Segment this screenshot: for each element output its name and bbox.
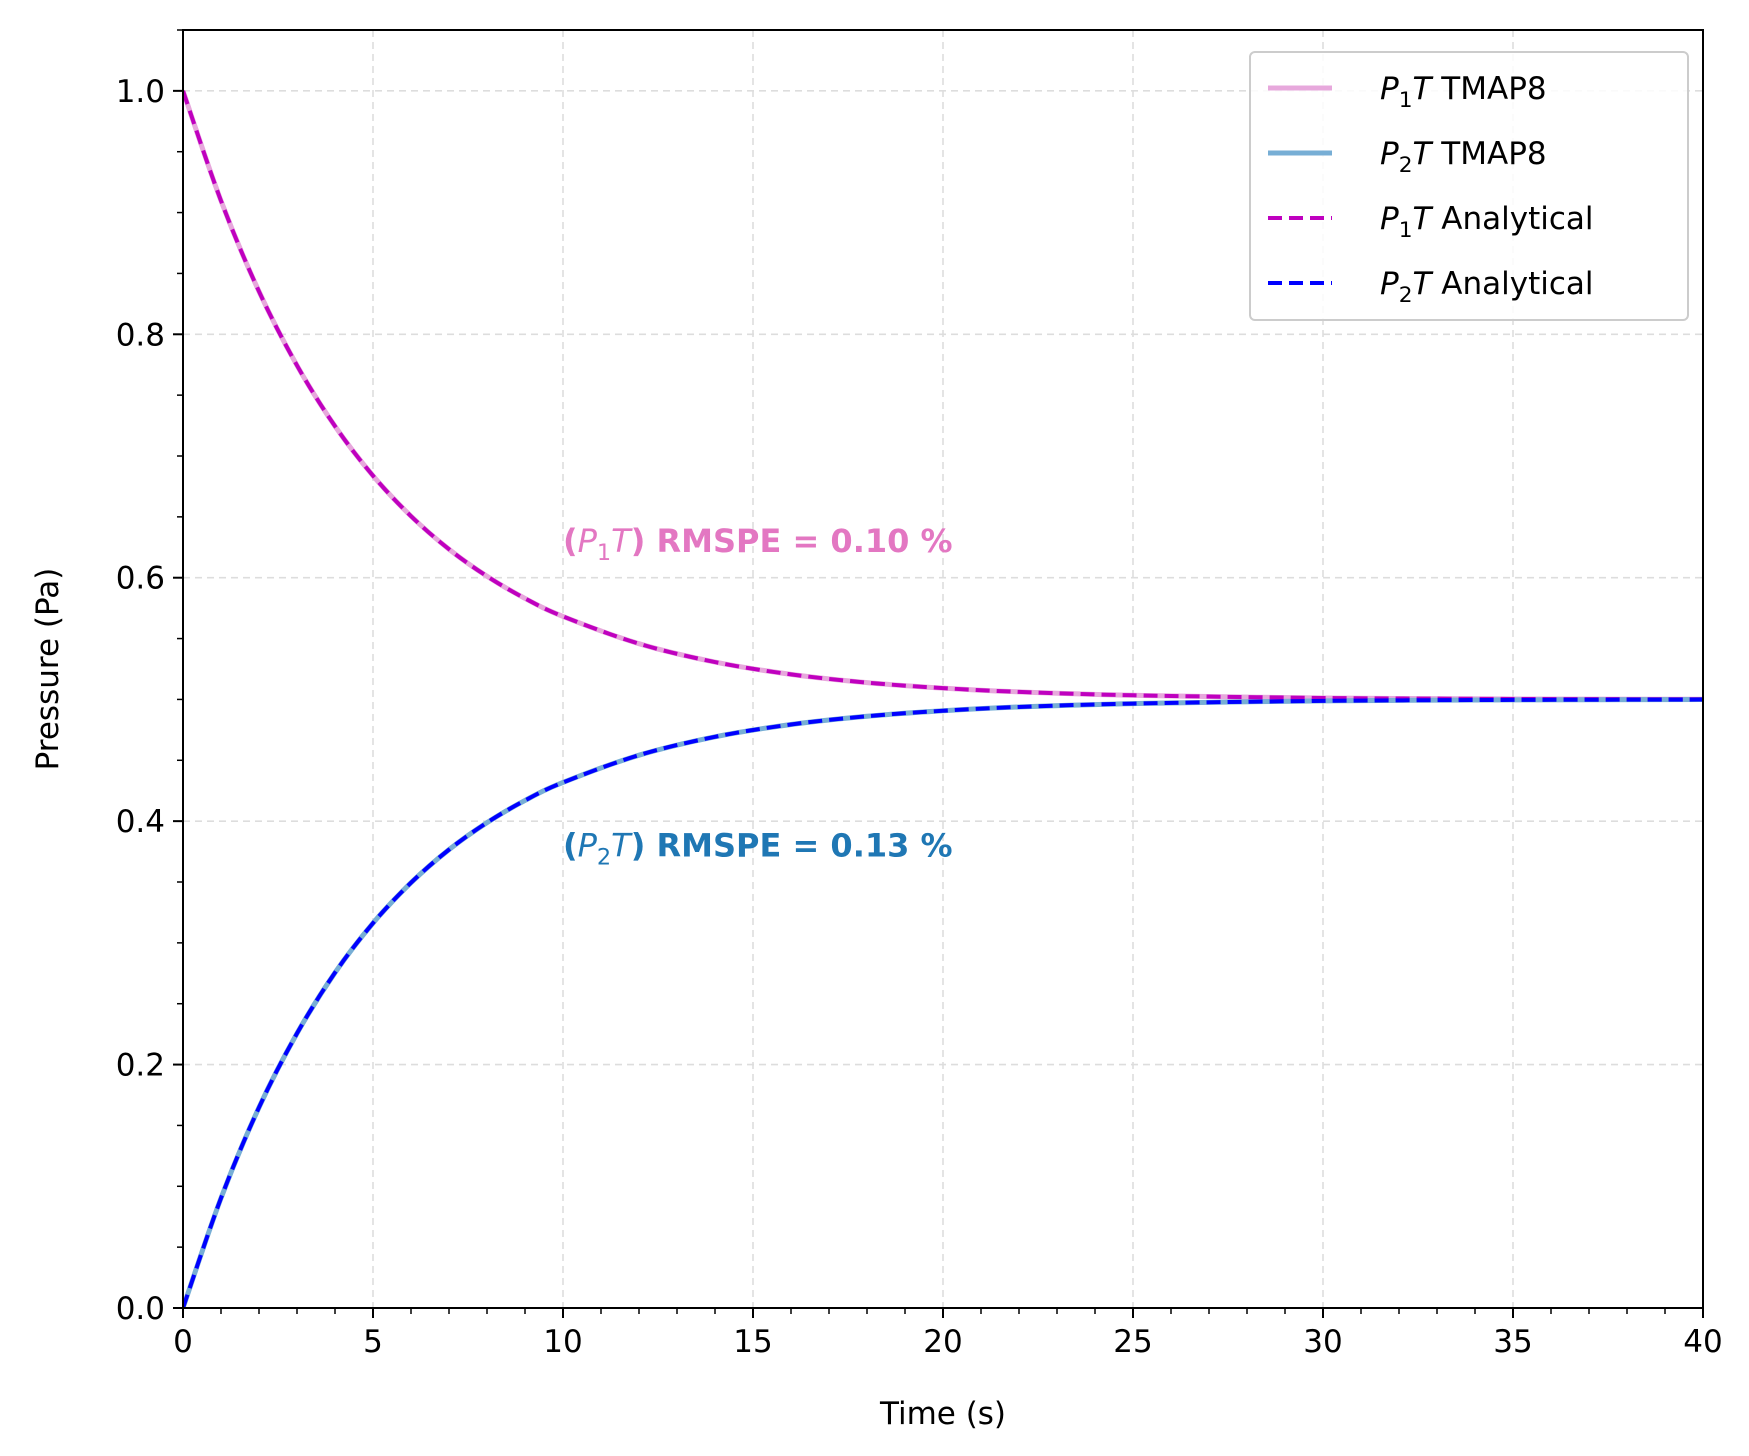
y-tick-label: 0.2	[116, 1048, 165, 1084]
x-tick-label: 30	[1303, 1324, 1342, 1360]
x-tick-label: 0	[173, 1324, 193, 1360]
series-line-1-analytical	[183, 90, 1703, 702]
series-line-2-analytical	[183, 697, 1703, 1308]
major-ticks	[173, 89, 1704, 1318]
x-tick-label: 40	[1683, 1324, 1722, 1360]
rmspe-annotation-2: (P2T) RMSPE = 0.13 %	[563, 826, 953, 870]
plot-lines	[183, 90, 1703, 1308]
y-tick-label: 0.6	[116, 561, 165, 597]
y-tick-label: 1.0	[116, 74, 165, 110]
x-tick-label: 10	[543, 1324, 582, 1360]
legend-entry: P1T TMAP8	[1380, 71, 1547, 113]
x-tick-labels: 0 5 10 15 20 25 30 35 40	[173, 1324, 1723, 1360]
x-tick-label: 5	[363, 1324, 383, 1360]
annotations: (P1T) RMSPE = 0.10 % (P2T) RMSPE = 0.13 %	[563, 522, 953, 870]
legend-entry: P2T TMAP8	[1380, 136, 1547, 178]
x-tick-label: 25	[1113, 1324, 1152, 1360]
x-tick-label: 20	[923, 1324, 962, 1360]
legend: P1T TMAP8 P2T TMAP8 P1T Analytical P2T Anal…	[1249, 51, 1689, 321]
y-tick-label: 0.4	[116, 804, 165, 840]
legend-frame	[1249, 51, 1689, 321]
axes-frame	[182, 29, 1704, 1309]
y-tick-labels: 0.0 0.2 0.4 0.6 0.8 1.0	[116, 74, 165, 1327]
y-tick-label: 0.8	[116, 317, 165, 353]
x-axis-title: Time (s)	[879, 1396, 1006, 1432]
x-tick-label: 35	[1493, 1324, 1532, 1360]
x-tick-label: 15	[733, 1324, 772, 1360]
rmspe-annotation-1: (P1T) RMSPE = 0.10 %	[563, 522, 953, 566]
y-tick-label: 0.0	[116, 1291, 165, 1327]
y-axis-title: Pressure (Pa)	[30, 568, 66, 771]
legend-entry: P2T Analytical	[1380, 266, 1594, 308]
legend-entry: P1T Analytical	[1380, 201, 1594, 243]
